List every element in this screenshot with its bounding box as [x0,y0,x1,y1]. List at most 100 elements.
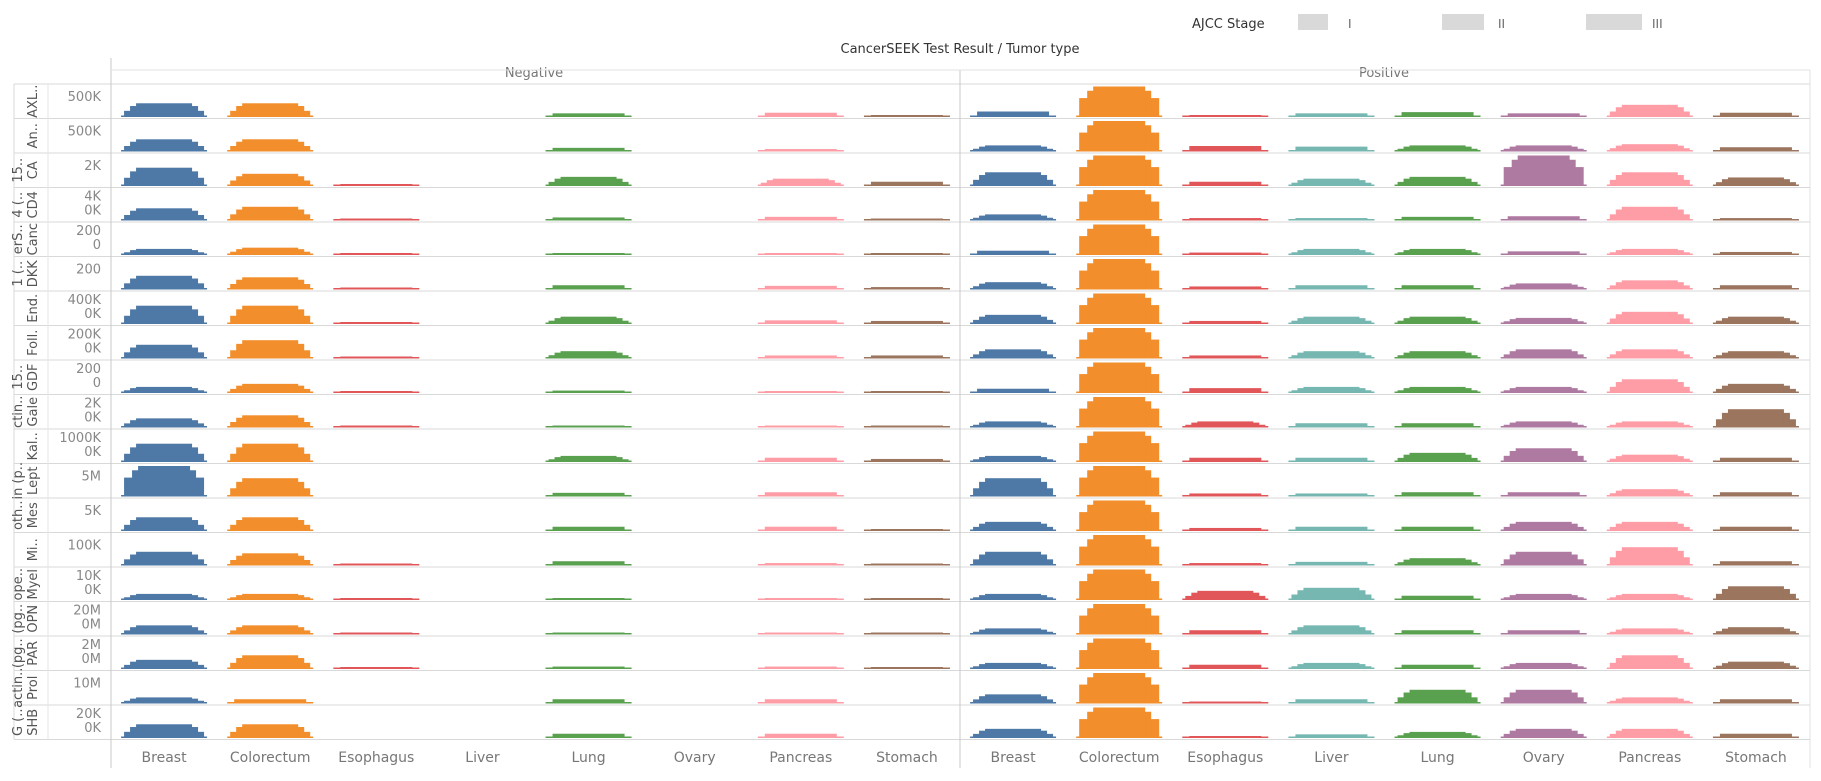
bar-esophagus [1182,630,1269,635]
bar-segment [1409,386,1466,393]
bar-segment [1515,145,1572,152]
chart-bars [121,86,1799,738]
category-label-esophagus: Esophagus [338,750,414,766]
axis-tick-label: 0K [84,342,101,357]
bar-segment [1409,452,1466,462]
bar-breast [970,388,1057,393]
bar-segment [340,667,413,669]
row-label: GDF [26,363,41,391]
bar-segment [1189,563,1262,566]
bar-segment [1401,630,1474,635]
bar-segment [1719,147,1792,152]
bar-stomach [1712,586,1799,600]
bar-stomach [1712,177,1799,186]
bar-segment [1093,190,1146,221]
bar-segment [1189,527,1262,531]
bar-segment [242,305,299,324]
bar-stomach [1712,251,1799,255]
bar-pancreas [1606,521,1693,531]
bar-stomach [863,218,950,221]
bar-segment [1621,454,1678,462]
bar-liver [1288,386,1375,393]
bar-pancreas [757,733,844,738]
bar-breast [970,728,1057,738]
row-label: CA [26,161,41,179]
row-label-line2: ope.. [11,568,26,600]
bar-ovary [1500,521,1587,531]
bar-lung [545,455,632,462]
bar-breast [970,521,1057,531]
bar-segment [552,147,625,152]
bar-segment [136,551,193,566]
bar-lung [545,351,632,359]
bar-colorectum [227,655,314,669]
category-label-pancreas: Pancreas [1618,750,1681,766]
bar-segment [1719,218,1792,221]
bar-segment [1303,248,1360,255]
bar-segment [1409,689,1466,704]
axis-tick-label: 5K [84,504,101,519]
bar-segment [1295,734,1368,738]
bar-segment [242,139,299,152]
bar-segment [136,248,193,255]
bar-lung [545,285,632,290]
bar-liver [1288,662,1375,669]
bar-stomach [1712,457,1799,462]
bar-segment [870,391,943,393]
bar-segment [985,694,1042,704]
bar-segment [552,217,625,221]
bar-segment [242,103,299,117]
bar-stomach [863,355,950,359]
bar-segment [870,563,943,566]
row-label: Foll. [26,330,41,356]
row-label: OPN [26,605,41,633]
bar-segment [552,285,625,290]
axis-tick-label: 1000K [59,431,101,446]
bar-lung [545,561,632,566]
bar-lung [545,733,632,738]
chart-frame [13,58,1811,768]
bar-segment [1093,224,1146,255]
bar-esophagus [1182,457,1269,462]
bar-liver [1288,734,1375,738]
bar-pancreas [1606,421,1693,428]
bar-segment [136,167,193,186]
bar-esophagus [333,391,420,393]
row-label-line2: 1 (.. [11,261,26,287]
bar-lung [545,526,632,531]
row-label: An.. [26,123,41,148]
bar-segment [340,598,413,600]
category-label-stomach: Stomach [876,750,938,766]
bar-ovary [1500,421,1587,428]
bar-segment [340,563,413,566]
axis-tick-label: 0K [84,445,101,460]
row-label-line2: oth.. [11,500,26,530]
bar-segment [242,340,299,359]
bar-segment [764,391,837,393]
bar-segment [1515,521,1572,531]
bar-liver [1288,457,1375,462]
row-label-line2: G (.. [11,708,26,736]
bar-segment [1621,655,1678,669]
row-label: Mi.. [26,538,41,561]
bar-colorectum [227,625,314,635]
legend-swatch-stage-1 [1298,14,1328,30]
bar-colorectum [227,478,314,497]
bar-segment [1189,355,1262,359]
bar-segment [552,666,625,669]
bar-segment [1093,259,1146,290]
bar-stomach [863,458,950,462]
row-label: Mes [26,502,41,528]
bar-ovary [1500,689,1587,704]
bar-segment [985,172,1042,186]
bar-segment [1295,493,1368,497]
bar-segment [136,659,193,669]
bar-esophagus [1182,181,1269,186]
bar-segment [870,458,943,462]
bar-segment [1719,251,1792,255]
bar-esophagus [1182,421,1269,428]
bar-breast [970,349,1057,359]
bar-lung [1394,664,1481,669]
bar-segment [560,351,617,359]
